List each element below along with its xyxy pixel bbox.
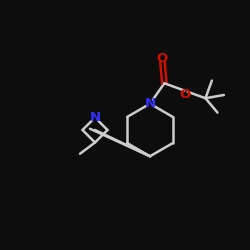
Text: N: N [90, 111, 101, 124]
Text: N: N [144, 97, 156, 110]
Text: O: O [179, 88, 190, 101]
Text: O: O [157, 52, 168, 65]
